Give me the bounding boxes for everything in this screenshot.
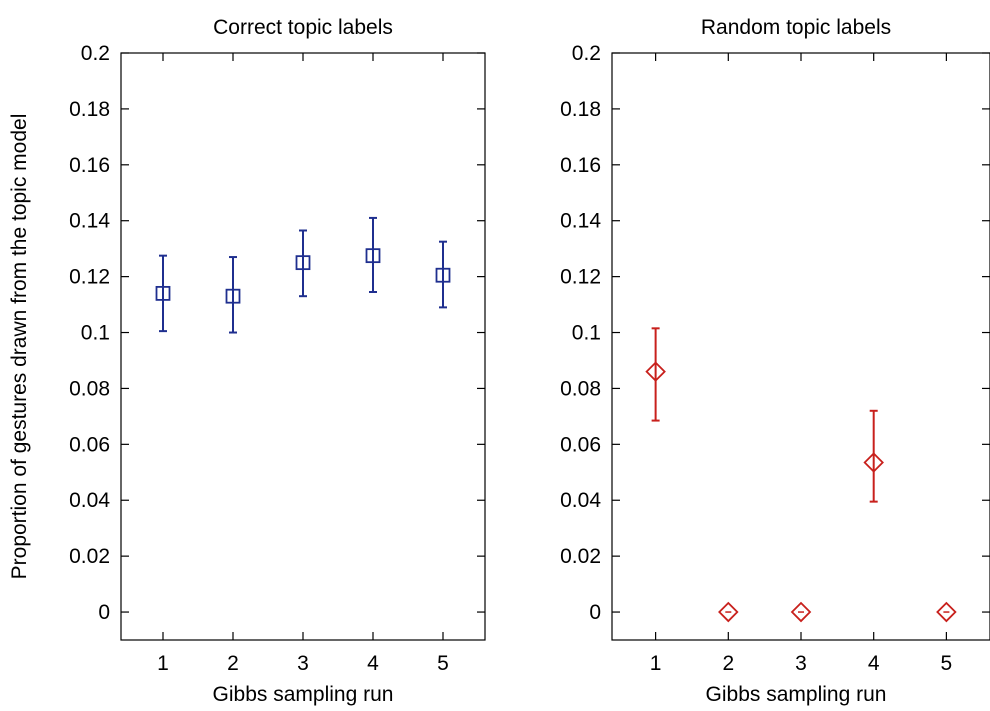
x-tick-label: 4 [868,652,880,675]
plot-frame [611,52,990,641]
y-tick-label: 0.14 [69,210,110,233]
x-tick-label: 2 [722,652,734,675]
y-tick-label: 0.12 [69,266,110,289]
data-point [365,248,381,264]
x-tick-label: 2 [227,652,239,675]
y-tick-label: 0.16 [560,154,601,177]
y-tick-label: 0.2 [572,42,601,65]
x-tick-label: 1 [650,652,662,675]
y-axis-label: Proportion of gestures drawn from the to… [8,114,31,580]
chart-title: Correct topic labels [213,16,393,39]
x-tick-label: 4 [367,652,379,675]
x-tick-label: 3 [795,652,807,675]
data-point [295,255,311,271]
y-tick-label: 0 [98,601,110,624]
data-point [863,452,884,473]
chart-panel-1: Correct topic labels Gibbs sampling run Pr… [8,16,486,706]
y-tick-label: 0.04 [560,489,601,512]
data-point [790,601,812,623]
y-tick-label: 0.12 [560,266,601,289]
y-tick-label: 0.1 [81,322,110,345]
y-tick-label: 0.08 [69,377,110,400]
y-tick-label: 0.18 [560,98,601,121]
y-tick-label: 0 [589,601,601,624]
x-axis-label: Gibbs sampling run [706,683,887,706]
y-tick-label: 0.08 [560,377,601,400]
x-tick-label: 3 [297,652,309,675]
data-point [936,601,957,623]
y-tick-label: 0.04 [69,489,110,512]
y-tick-label: 0.02 [69,545,110,568]
y-tick-label: 0.06 [69,433,110,456]
y-tick-label: 0.18 [69,98,110,121]
data-point [718,601,739,623]
chart-panel-2: Random topic labels Gibbs sampling run 0 0.… [560,16,990,706]
data-point [155,285,171,301]
y-tick-label: 0.06 [560,433,601,456]
x-tick-label: 1 [157,652,169,675]
data-point [645,361,666,382]
y-tick-label: 0.14 [560,210,601,233]
x-tick-label: 5 [437,652,449,675]
data-point [435,267,451,283]
y-tick-label: 0.02 [560,545,601,568]
y-tick-label: 0.1 [572,322,601,345]
x-axis-label: Gibbs sampling run [213,683,394,706]
y-tick-label: 0.2 [81,42,110,65]
data-point [225,288,241,304]
chart-title: Random topic labels [701,16,891,39]
plot-frame [120,52,486,641]
y-tick-label: 0.16 [69,154,110,177]
x-tick-label: 5 [941,652,953,675]
